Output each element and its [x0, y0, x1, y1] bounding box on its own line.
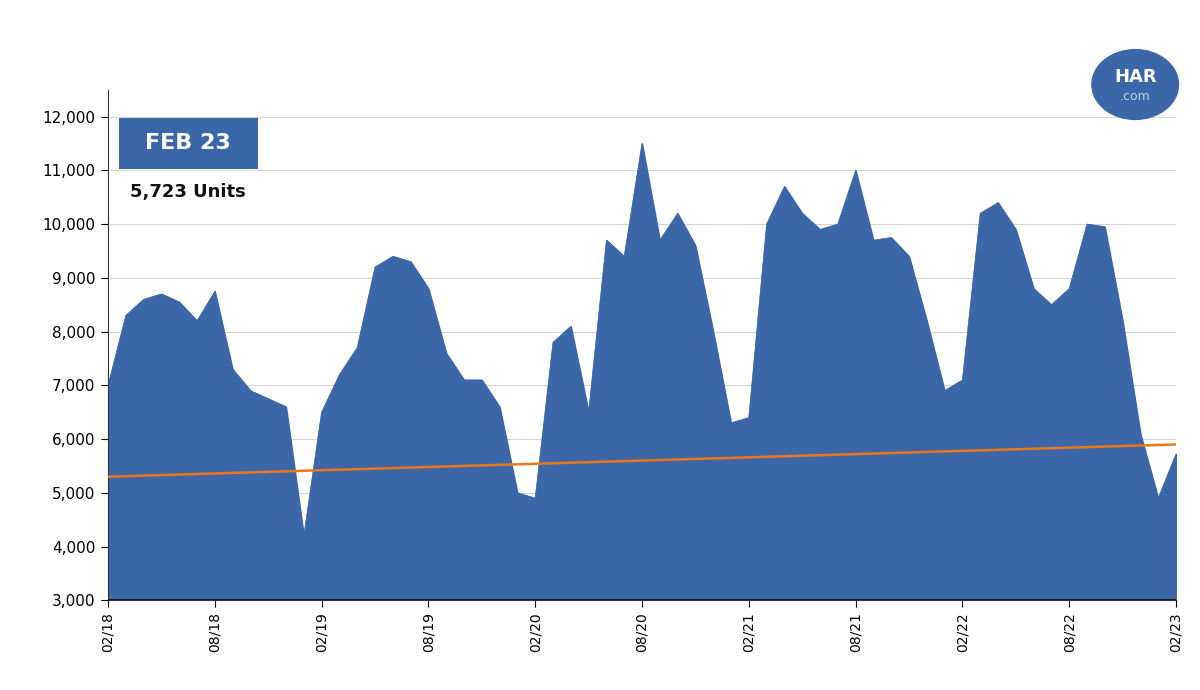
Text: 5,723 Units: 5,723 Units: [131, 183, 246, 201]
Text: .com: .com: [1120, 90, 1151, 103]
Text: HOME SALES: HOME SALES: [430, 24, 676, 59]
Text: SINGLE FAMILY:: SINGLE FAMILY:: [114, 24, 426, 59]
Text: HAR: HAR: [1114, 68, 1157, 86]
Text: FEB 23: FEB 23: [145, 133, 230, 153]
FancyBboxPatch shape: [119, 118, 258, 169]
Circle shape: [1092, 50, 1178, 119]
